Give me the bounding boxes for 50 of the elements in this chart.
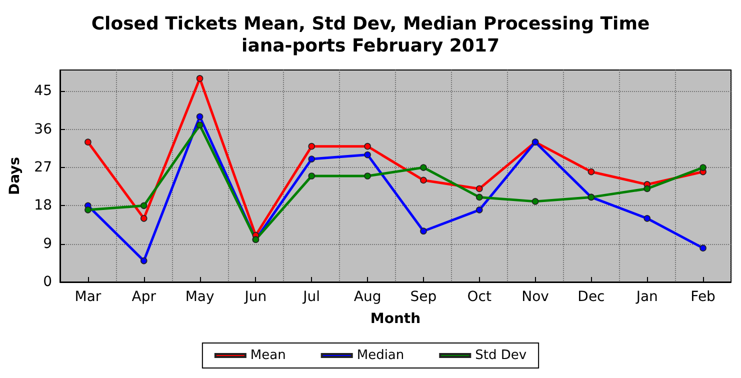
point	[196, 113, 204, 120]
point	[364, 172, 371, 180]
y-tick-label: 9	[43, 236, 52, 252]
x-tick-label: Jan	[635, 289, 658, 305]
point	[308, 156, 316, 162]
point	[364, 151, 371, 158]
y-tick-label: 0	[43, 274, 52, 290]
point	[700, 164, 706, 171]
x-tick-label: Nov	[522, 289, 549, 305]
point	[700, 244, 706, 252]
y-tick-label: 45	[34, 83, 52, 100]
x-tick-label: Jul	[302, 289, 320, 305]
point	[420, 164, 427, 171]
legend-label: Mean	[250, 348, 286, 363]
point	[476, 206, 483, 214]
point	[140, 215, 148, 222]
legend-label: Median	[356, 348, 404, 363]
point	[476, 194, 483, 201]
y-tick-label: 27	[34, 160, 52, 176]
point	[644, 185, 651, 192]
x-tick-label: Dec	[578, 289, 605, 305]
y-tick-label: 36	[34, 121, 52, 138]
point	[140, 202, 148, 210]
x-tick-label: Sep	[410, 289, 437, 305]
point	[196, 122, 204, 129]
point	[84, 138, 92, 146]
point	[308, 172, 316, 180]
x-tick-label: Oct	[467, 289, 492, 305]
point	[308, 142, 316, 150]
x-axis-title: Month	[370, 311, 421, 327]
legend-label: Std Dev	[475, 348, 527, 363]
point	[84, 206, 92, 214]
x-tick-label: Mar	[74, 289, 102, 305]
point	[532, 198, 539, 205]
point	[476, 185, 483, 192]
y-tick-label: 18	[34, 198, 52, 214]
y-axis-title: Days	[7, 156, 23, 196]
x-tick-label: Apr	[132, 289, 156, 305]
point	[644, 215, 651, 222]
point	[420, 176, 427, 184]
point	[196, 75, 204, 82]
x-tick-label: May	[185, 289, 214, 305]
point	[588, 168, 595, 176]
point	[140, 257, 148, 264]
chart-title: Closed Tickets Mean, Std Dev, Median Processing Time iana-ports February 2017	[91, 14, 650, 56]
x-tick-label: Aug	[354, 289, 382, 305]
point	[364, 142, 371, 150]
x-tick-label: Jun	[244, 289, 267, 305]
point	[420, 228, 427, 235]
x-tick-label: Feb	[690, 289, 716, 305]
